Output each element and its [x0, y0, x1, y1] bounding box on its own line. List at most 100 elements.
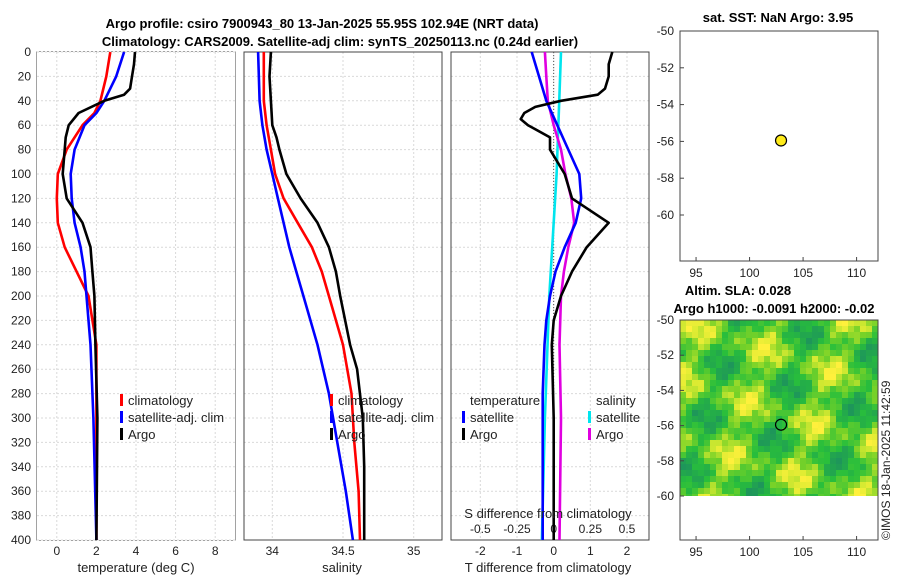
sla-field-cell	[854, 458, 861, 465]
sla-field-cell	[830, 332, 837, 339]
sla-field-cell	[794, 428, 801, 435]
sla-field-cell	[758, 326, 765, 333]
sla-field-cell	[794, 320, 801, 327]
sla-field-cell	[734, 476, 741, 483]
sla-field-cell	[710, 458, 717, 465]
sla-field-cell	[734, 416, 741, 423]
legend-argo: Argo	[128, 427, 155, 442]
sla-field-cell	[782, 458, 789, 465]
sla-field-cell	[818, 494, 825, 496]
y-tick-label: 340	[11, 460, 31, 474]
sla-field-cell	[722, 482, 729, 489]
sla-field-cell	[686, 380, 693, 387]
sla-field-cell	[830, 392, 837, 399]
top-tick-label: 0.25	[579, 522, 603, 536]
sla-field-cell	[764, 410, 771, 417]
sla-field-cell	[680, 476, 687, 483]
sla-field-cell	[710, 362, 717, 369]
y-tick-label: -56	[657, 419, 675, 433]
y-tick-label: 60	[18, 118, 32, 132]
sla-field-cell	[818, 482, 825, 489]
legend-s-satellite: satellite	[596, 410, 640, 425]
sla-field-cell	[776, 452, 783, 459]
sla-field-cell	[776, 386, 783, 393]
sla-field-cell	[854, 398, 861, 405]
sla-field-cell	[854, 422, 861, 429]
sla-field-cell	[824, 404, 831, 411]
sla-field-cell	[860, 476, 867, 483]
sla-field-cell	[680, 338, 687, 345]
sla-field-cell	[842, 434, 849, 441]
sla-field-cell	[680, 326, 687, 333]
sla-field-cell	[794, 452, 801, 459]
sla-field-cell	[794, 446, 801, 453]
sla-field-cell	[854, 368, 861, 375]
sla-field-cell	[806, 422, 813, 429]
sla-field-cell	[740, 488, 747, 495]
sla-field-cell	[728, 404, 735, 411]
sla-field-cell	[686, 422, 693, 429]
sla-field-cell	[860, 398, 867, 405]
sla-field-cell	[806, 326, 813, 333]
sla-field-cell	[680, 344, 687, 351]
x-tick-label: 34	[266, 544, 280, 558]
sla-field-cell	[734, 350, 741, 357]
sla-field-cell	[818, 368, 825, 375]
sla-field-cell	[866, 458, 873, 465]
sla-field-cell	[692, 332, 699, 339]
sla-field-cell	[734, 404, 741, 411]
sla-field-cell	[740, 362, 747, 369]
sla-field-cell	[770, 338, 777, 345]
sla-field-cell	[812, 332, 819, 339]
sla-field-cell	[740, 392, 747, 399]
sla-panel-title-line1: Altim. SLA: 0.028	[685, 283, 791, 298]
sla-field-cell	[866, 488, 873, 495]
sla-field-cell	[860, 410, 867, 417]
sla-field-cell	[860, 446, 867, 453]
sla-field-cell	[698, 398, 705, 405]
sla-field-cell	[686, 368, 693, 375]
sla-field-cell	[734, 320, 741, 327]
sla-field-cell	[722, 374, 729, 381]
sla-field-cell	[686, 344, 693, 351]
sla-field-cell	[818, 332, 825, 339]
sla-field-cell	[704, 386, 711, 393]
sla-field-cell	[704, 380, 711, 387]
sal-argo-line	[268, 51, 366, 540]
sla-field-cell	[854, 440, 861, 447]
sla-field-cell	[812, 374, 819, 381]
sla-field-cell	[788, 494, 795, 496]
sla-field-cell	[692, 452, 699, 459]
sla-field-cell	[812, 440, 819, 447]
sla-field-cell	[830, 470, 837, 477]
y-tick-label: -58	[657, 454, 675, 468]
sla-field-cell	[872, 464, 879, 471]
sla-field-cell	[872, 338, 879, 345]
y-tick-label: 120	[11, 191, 31, 205]
sla-field-cell	[698, 428, 705, 435]
sla-field-cell	[806, 338, 813, 345]
x-tick-label: -2	[475, 544, 486, 558]
y-tick-label: 180	[11, 265, 31, 279]
sla-field-cell	[860, 392, 867, 399]
sla-field-cell	[854, 380, 861, 387]
sla-field-cell	[824, 386, 831, 393]
sla-field-cell	[722, 494, 729, 496]
sla-field-cell	[686, 434, 693, 441]
sla-field-cell	[812, 470, 819, 477]
legend-satellite-swatch	[120, 411, 123, 423]
sla-field-cell	[686, 488, 693, 495]
sla-field-cell	[794, 380, 801, 387]
sla-field-cell	[872, 494, 879, 496]
sla-field-cell	[842, 476, 849, 483]
sla-field-cell	[812, 488, 819, 495]
sla-field-cell	[860, 386, 867, 393]
sla-field-cell	[800, 446, 807, 453]
sla-field-cell	[740, 476, 747, 483]
x-tick-label: 35	[407, 544, 421, 558]
sla-field-cell	[722, 458, 729, 465]
sla-field-cell	[860, 416, 867, 423]
sla-field-cell	[722, 392, 729, 399]
sla-field-cell	[818, 458, 825, 465]
